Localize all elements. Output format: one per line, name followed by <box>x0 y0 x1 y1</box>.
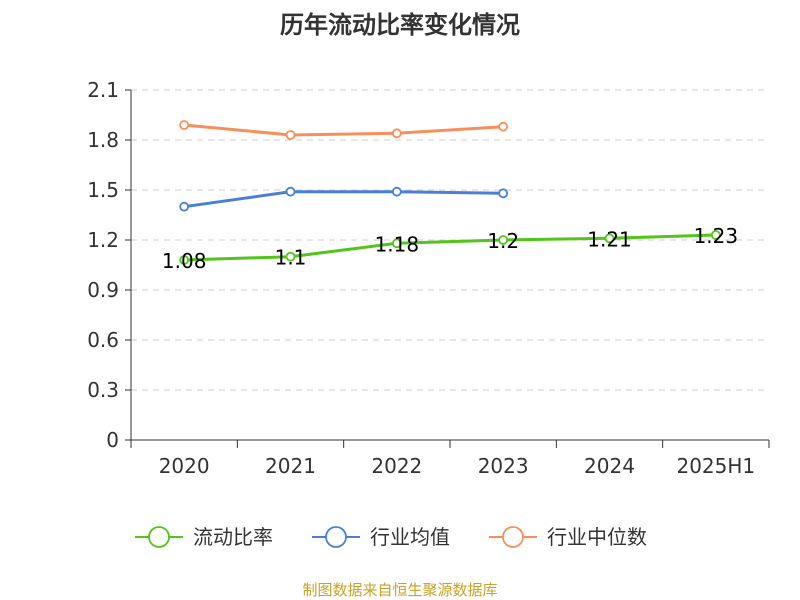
data-point <box>391 128 402 139</box>
y-tick-label: 0.6 <box>87 328 119 352</box>
x-tick-label: 2022 <box>371 454 422 478</box>
x-tick-label: 2025H1 <box>676 454 755 478</box>
legend-item[interactable]: 行业均值 <box>312 525 450 549</box>
legend[interactable]: 流动比率 行业均值 行业中位数 <box>135 525 647 549</box>
y-tick-label: 1.2 <box>87 228 119 252</box>
y-tick-label: 0.3 <box>87 378 119 402</box>
data-point <box>498 121 509 132</box>
data-point <box>285 251 296 262</box>
legend-item[interactable]: 流动比率 <box>135 525 273 549</box>
data-point <box>498 188 509 199</box>
x-tick-label: 2024 <box>584 454 635 478</box>
data-point <box>179 120 190 130</box>
data-point <box>391 186 402 197</box>
data-label: 1.08 <box>162 249 207 273</box>
data-point <box>285 130 296 140</box>
data-point <box>498 235 509 245</box>
data-label: 1.18 <box>375 232 420 256</box>
legend-swatch-marker <box>148 526 170 548</box>
data-point <box>391 238 402 249</box>
grid <box>131 89 769 391</box>
data-point <box>604 233 615 244</box>
y-tick-label: 2.1 <box>87 78 119 102</box>
x-tick-label: 2023 <box>478 454 529 478</box>
legend-label: 流动比率 <box>193 525 273 549</box>
data-label: 1.23 <box>694 224 739 248</box>
data-point <box>179 255 190 265</box>
y-tick-label: 1.8 <box>87 128 119 152</box>
data-labels: 1.08 1.1 1.18 1.2 1.21 1.23 <box>162 224 738 273</box>
data-point <box>285 186 296 197</box>
source-note: 制图数据来自恒生聚源数据库 <box>302 581 497 599</box>
data-label: 1.1 <box>275 246 307 270</box>
series-line <box>183 190 504 209</box>
data-point <box>710 230 721 240</box>
x-tick-label: 2020 <box>159 454 210 478</box>
x-tick-label: 2021 <box>265 454 316 478</box>
series-layer <box>179 120 721 265</box>
series-line <box>184 233 716 262</box>
y-tick-label: 0 <box>106 428 119 452</box>
legend-item[interactable]: 行业中位数 <box>489 525 647 549</box>
data-point <box>179 201 190 212</box>
y-tick-label: 1.5 <box>87 178 119 202</box>
chart-title: 历年流动比率变化情况 <box>280 11 520 39</box>
series-line <box>184 123 504 137</box>
y-tick-label: 0.9 <box>87 278 119 302</box>
data-label: 1.21 <box>587 227 632 251</box>
legend-label: 行业中位数 <box>547 525 647 549</box>
legend-swatch-marker <box>502 526 524 548</box>
axes: 0 0.3 0.6 0.9 1.2 1.5 1.8 2.1 2020 2021 2022 2023 20… <box>87 78 770 478</box>
legend-swatch-marker <box>325 526 347 548</box>
legend-label: 行业均值 <box>370 525 450 549</box>
data-label: 1.2 <box>487 229 519 253</box>
